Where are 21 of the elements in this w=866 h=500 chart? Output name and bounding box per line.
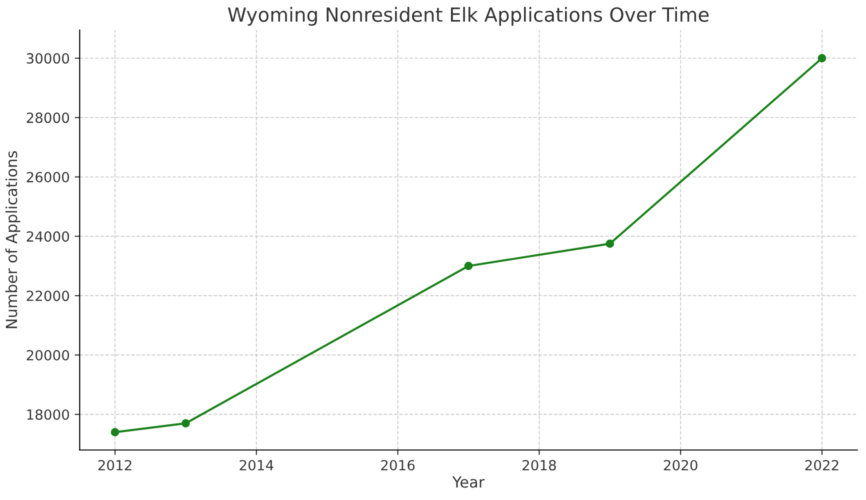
x-tick-label: 2022 — [805, 460, 838, 470]
x-tick-label: 2016 — [381, 460, 415, 470]
y-tick-label: 30000 — [26, 53, 70, 64]
point — [818, 54, 826, 62]
y-tick-label: 20000 — [26, 350, 70, 360]
x-tick-label: 2014 — [240, 460, 274, 470]
y-tick-label: 24000 — [26, 231, 70, 242]
y-tick-label: 18000 — [27, 409, 70, 420]
y-tick-label: 28000 — [26, 112, 70, 124]
point — [110, 428, 120, 436]
x-tick-label: 2020 — [664, 460, 698, 470]
point — [182, 419, 190, 428]
y-tick-label: 22000 — [26, 290, 70, 302]
point — [606, 240, 614, 248]
x-axis-title: Year — [452, 476, 485, 488]
y-tick-label: 26000 — [26, 172, 70, 182]
x-tick-label: 2012 — [98, 460, 132, 470]
chart-title: Wyoming Nonresident Elk Applications Over Time — [228, 6, 709, 26]
point — [464, 262, 473, 270]
x-tick-label: 2018 — [522, 460, 556, 470]
y-axis-title: Number of Applications — [5, 151, 20, 328]
